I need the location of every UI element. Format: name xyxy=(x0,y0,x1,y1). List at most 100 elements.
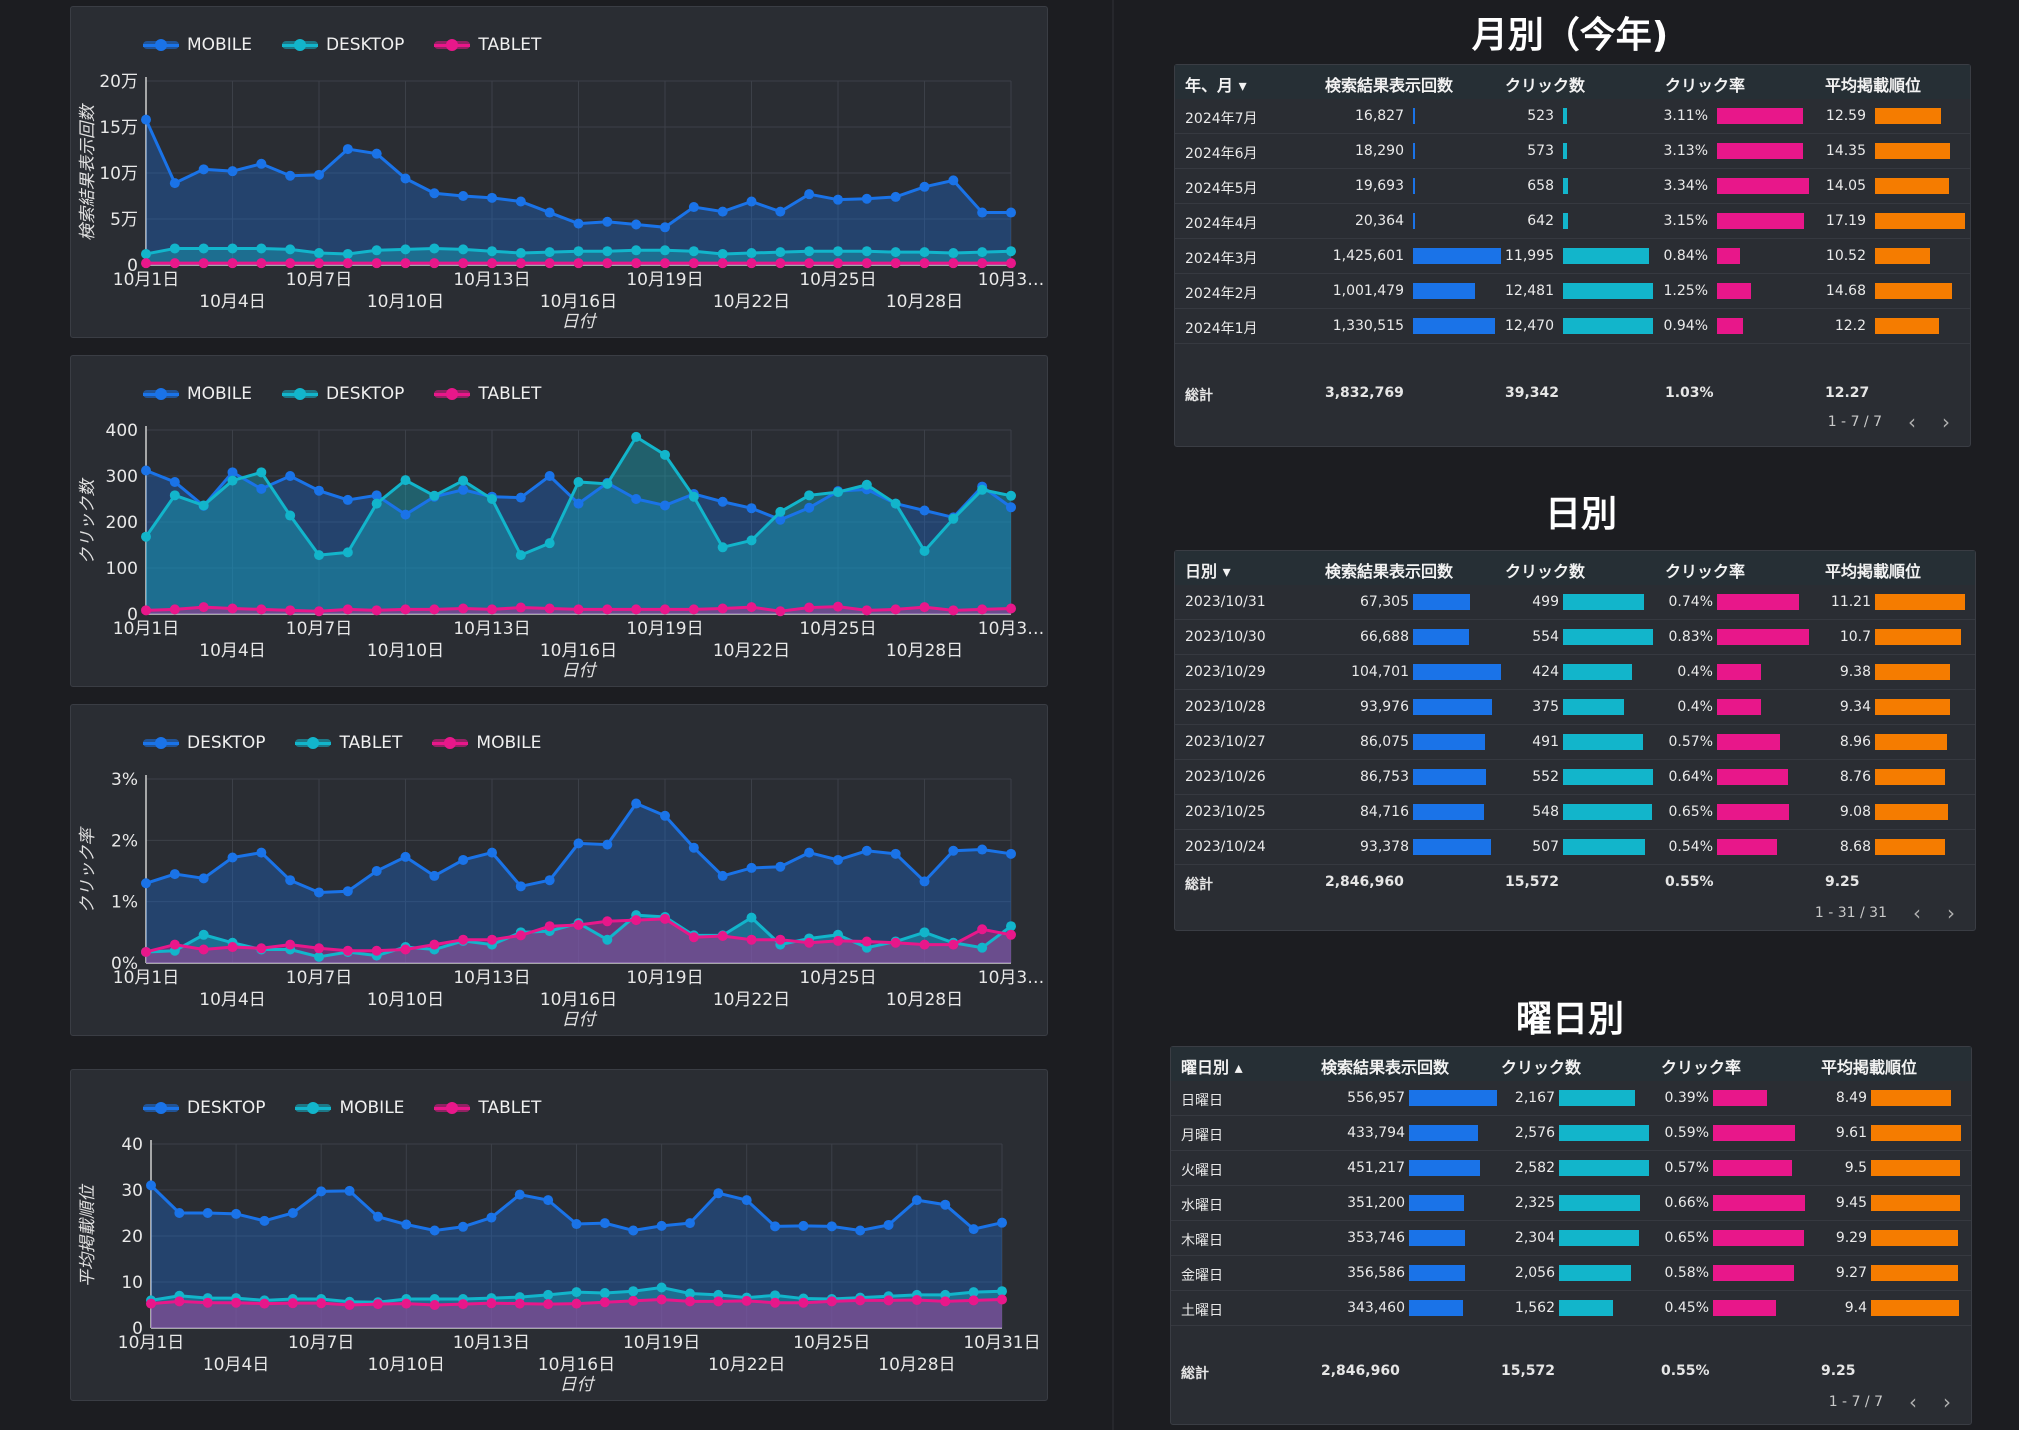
legend-label: TABLET xyxy=(478,35,542,55)
data-point xyxy=(631,915,642,926)
table-row[interactable]: 日曜日 556,957 2,167 0.39% 8.49 xyxy=(1171,1081,1971,1116)
table-row[interactable]: 2023/10/25 84,716 548 0.65% 9.08 xyxy=(1175,795,1975,830)
table-row[interactable]: 2024年7月 16,827 523 3.11% 12.59 xyxy=(1175,99,1970,134)
position-header[interactable]: 平均掲載順位 xyxy=(1821,1058,1918,1077)
table-row[interactable]: 土曜日 343,460 1,562 0.45% 9.4 xyxy=(1171,1291,1971,1326)
position-bar xyxy=(1875,143,1951,159)
data-point xyxy=(1006,258,1016,269)
data-point xyxy=(515,492,526,503)
data-point xyxy=(198,944,209,955)
ctr-header[interactable]: クリック率 xyxy=(1665,562,1746,581)
impressions-bar xyxy=(1413,629,1470,645)
legend-item[interactable]: MOBILE xyxy=(432,733,541,753)
table-row[interactable]: 月曜日 433,794 2,576 0.59% 9.61 xyxy=(1171,1116,1971,1151)
legend-item[interactable]: MOBILE xyxy=(143,35,252,55)
legend-item[interactable]: DESKTOP xyxy=(143,733,265,753)
data-point xyxy=(371,945,382,956)
table-row[interactable]: 2024年3月 1,425,601 11,995 0.84% 10.52 xyxy=(1175,239,1970,274)
clicks-bar xyxy=(1559,1125,1649,1141)
legend-item[interactable]: MOBILE xyxy=(295,1098,404,1118)
data-point xyxy=(400,509,411,520)
clicks-bar xyxy=(1563,594,1645,610)
clicks-header[interactable]: クリック数 xyxy=(1505,76,1586,95)
table-row[interactable]: 2024年6月 18,290 573 3.13% 14.35 xyxy=(1175,134,1970,169)
table-row[interactable]: 金曜日 356,586 2,056 0.58% 9.27 xyxy=(1171,1256,1971,1291)
table-row[interactable]: 2023/10/29 104,701 424 0.4% 9.38 xyxy=(1175,655,1975,690)
legend-item[interactable]: TABLET xyxy=(434,35,541,55)
position-header[interactable]: 平均掲載順位 xyxy=(1825,76,1922,95)
chevron-right-icon[interactable]: › xyxy=(1942,410,1950,434)
ctr-chart[interactable]: DESKTOP TABLET MOBILE 0% 1% 2% 3% 10月1日 10月7日 10月… xyxy=(70,704,1048,1036)
ctr-header[interactable]: クリック率 xyxy=(1661,1058,1742,1077)
data-point xyxy=(883,1295,894,1306)
impressions-header[interactable]: 検索結果表示回数 xyxy=(1325,76,1454,95)
table-row[interactable]: 火曜日 451,217 2,582 0.57% 9.5 xyxy=(1171,1151,1971,1186)
x-tick-label: 10月7日 xyxy=(288,1333,354,1353)
row-label: 2024年2月 xyxy=(1185,286,1258,302)
legend-item[interactable]: TABLET xyxy=(295,733,402,753)
clicks-chart[interactable]: MOBILE DESKTOP TABLET 0 100 200 300 400 10月1日 10月… xyxy=(70,355,1048,687)
table-row[interactable]: 2023/10/26 86,753 552 0.64% 8.76 xyxy=(1175,760,1975,795)
table-row[interactable]: 水曜日 351,200 2,325 0.66% 9.45 xyxy=(1171,1186,1971,1221)
ctr-header[interactable]: クリック率 xyxy=(1665,76,1746,95)
table-row[interactable]: 2024年4月 20,364 642 3.15% 17.19 xyxy=(1175,204,1970,239)
chevron-left-icon[interactable]: ‹ xyxy=(1908,410,1916,434)
sort-header[interactable]: 曜日別 ▴ xyxy=(1181,1058,1243,1077)
data-point xyxy=(713,1188,724,1199)
data-point xyxy=(1006,490,1016,501)
data-point xyxy=(141,946,151,957)
legend-item[interactable]: TABLET xyxy=(434,384,541,404)
data-point xyxy=(977,942,988,953)
impressions-value: 66,688 xyxy=(1360,629,1409,645)
y-tick-label: 5万 xyxy=(110,210,138,230)
data-point xyxy=(804,246,815,257)
clicks-value: 2,576 xyxy=(1514,1125,1555,1141)
impressions-chart[interactable]: MOBILE DESKTOP TABLET 0 5万 10万 15万 20万 10月1日 10月7… xyxy=(70,6,1048,338)
legend-item[interactable]: DESKTOP xyxy=(281,35,404,55)
clicks-header[interactable]: クリック数 xyxy=(1501,1058,1582,1077)
data-point xyxy=(798,1220,809,1231)
sort-header[interactable]: 日別 ▾ xyxy=(1185,562,1231,581)
position-value: 8.49 xyxy=(1835,1090,1867,1106)
table-row[interactable]: 2023/10/31 67,305 499 0.74% 11.21 xyxy=(1175,585,1975,620)
ctr-bar xyxy=(1717,108,1803,124)
legend-item[interactable]: DESKTOP xyxy=(143,1098,265,1118)
ctr-value: 0.84% xyxy=(1663,248,1708,264)
impressions-bar xyxy=(1413,839,1492,855)
table-row[interactable]: 2023/10/28 93,976 375 0.4% 9.34 xyxy=(1175,690,1975,725)
clicks-value: 658 xyxy=(1527,178,1554,194)
position-header[interactable]: 平均掲載順位 xyxy=(1825,562,1922,581)
sort-header[interactable]: 年、月 ▾ xyxy=(1185,76,1247,95)
legend-item[interactable]: TABLET xyxy=(434,1098,541,1118)
position-chart[interactable]: DESKTOP MOBILE TABLET 0 10 20 30 40 10月1日 10月7日 10… xyxy=(70,1069,1048,1401)
data-point xyxy=(285,939,296,950)
table-row[interactable]: 2023/10/30 66,688 554 0.83% 10.7 xyxy=(1175,620,1975,655)
impressions-header[interactable]: 検索結果表示回数 xyxy=(1325,562,1454,581)
legend-item[interactable]: MOBILE xyxy=(143,384,252,404)
data-point xyxy=(429,870,440,881)
table-row[interactable]: 2023/10/27 86,075 491 0.57% 8.96 xyxy=(1175,725,1975,760)
table-row[interactable]: 木曜日 353,746 2,304 0.65% 9.29 xyxy=(1171,1221,1971,1256)
table-row[interactable]: 2024年5月 19,693 658 3.34% 14.05 xyxy=(1175,169,1970,204)
data-point xyxy=(775,861,786,872)
data-point xyxy=(429,243,440,254)
table-row[interactable]: 2024年1月 1,330,515 12,470 0.94% 12.2 xyxy=(1175,309,1970,344)
table-row[interactable]: 2024年2月 1,001,479 12,481 1.25% 14.68 xyxy=(1175,274,1970,309)
legend-swatch-icon xyxy=(432,736,469,750)
impressions-value: 433,794 xyxy=(1347,1125,1405,1141)
chevron-left-icon[interactable]: ‹ xyxy=(1909,1390,1917,1414)
impressions-bar xyxy=(1413,699,1492,715)
table-row[interactable]: 2023/10/24 93,378 507 0.54% 8.68 xyxy=(1175,830,1975,865)
chevron-right-icon[interactable]: › xyxy=(1947,901,1955,925)
legend-item[interactable]: DESKTOP xyxy=(281,384,404,404)
impressions-header[interactable]: 検索結果表示回数 xyxy=(1321,1058,1450,1077)
ctr-value: 0.65% xyxy=(1664,1230,1709,1246)
chevron-left-icon[interactable]: ‹ xyxy=(1913,901,1921,925)
chevron-right-icon[interactable]: › xyxy=(1943,1390,1951,1414)
data-point xyxy=(314,258,324,269)
clicks-header[interactable]: クリック数 xyxy=(1505,562,1586,581)
data-point xyxy=(948,258,959,269)
impressions-bar xyxy=(1413,178,1415,194)
row-label: 月曜日 xyxy=(1181,1128,1223,1144)
position-value: 9.34 xyxy=(1839,699,1871,715)
